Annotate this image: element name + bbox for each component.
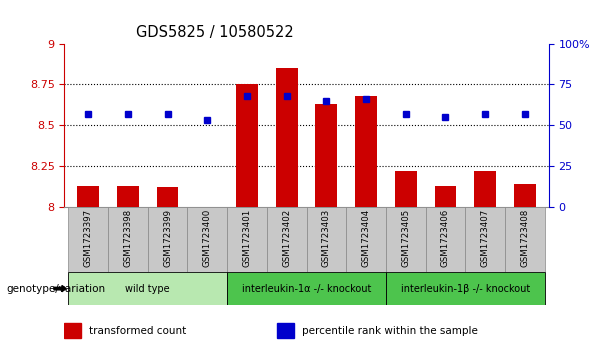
Text: wild type: wild type xyxy=(126,284,170,294)
Bar xyxy=(188,207,227,272)
Text: GSM1723408: GSM1723408 xyxy=(520,209,529,267)
Bar xyxy=(505,207,545,272)
Bar xyxy=(108,207,148,272)
Bar xyxy=(465,207,505,272)
Bar xyxy=(425,207,465,272)
Bar xyxy=(236,84,258,207)
Text: GSM1723398: GSM1723398 xyxy=(123,209,132,267)
Text: percentile rank within the sample: percentile rank within the sample xyxy=(302,326,478,335)
Bar xyxy=(435,185,456,207)
Bar xyxy=(267,207,306,272)
Bar xyxy=(346,207,386,272)
Text: transformed count: transformed count xyxy=(88,326,186,335)
Text: GSM1723404: GSM1723404 xyxy=(362,209,370,267)
Bar xyxy=(316,104,337,207)
Bar xyxy=(514,184,536,207)
Text: GSM1723403: GSM1723403 xyxy=(322,209,331,267)
Text: interleukin-1β -/- knockout: interleukin-1β -/- knockout xyxy=(401,284,530,294)
Bar xyxy=(227,207,267,272)
Bar xyxy=(227,272,386,305)
Bar xyxy=(77,185,99,207)
Text: GSM1723402: GSM1723402 xyxy=(282,209,291,267)
Text: GSM1723405: GSM1723405 xyxy=(402,209,410,267)
Text: GSM1723400: GSM1723400 xyxy=(203,209,211,267)
Bar xyxy=(117,185,139,207)
Bar xyxy=(386,207,425,272)
Text: GSM1723401: GSM1723401 xyxy=(243,209,251,267)
Text: GSM1723397: GSM1723397 xyxy=(84,209,93,267)
Text: interleukin-1α -/- knockout: interleukin-1α -/- knockout xyxy=(242,284,371,294)
Text: GSM1723399: GSM1723399 xyxy=(163,209,172,267)
Bar xyxy=(355,96,377,207)
Bar xyxy=(148,207,188,272)
Text: GSM1723406: GSM1723406 xyxy=(441,209,450,267)
Text: genotype/variation: genotype/variation xyxy=(6,284,105,294)
Text: GSM1723407: GSM1723407 xyxy=(481,209,490,267)
Bar xyxy=(386,272,545,305)
Text: GDS5825 / 10580522: GDS5825 / 10580522 xyxy=(135,25,294,40)
Bar xyxy=(474,171,496,207)
Bar xyxy=(395,171,417,207)
Bar xyxy=(278,323,294,338)
Bar xyxy=(157,187,178,207)
Bar xyxy=(68,207,108,272)
Bar xyxy=(64,323,82,338)
Bar xyxy=(306,207,346,272)
Bar xyxy=(276,68,297,207)
Bar xyxy=(68,272,227,305)
